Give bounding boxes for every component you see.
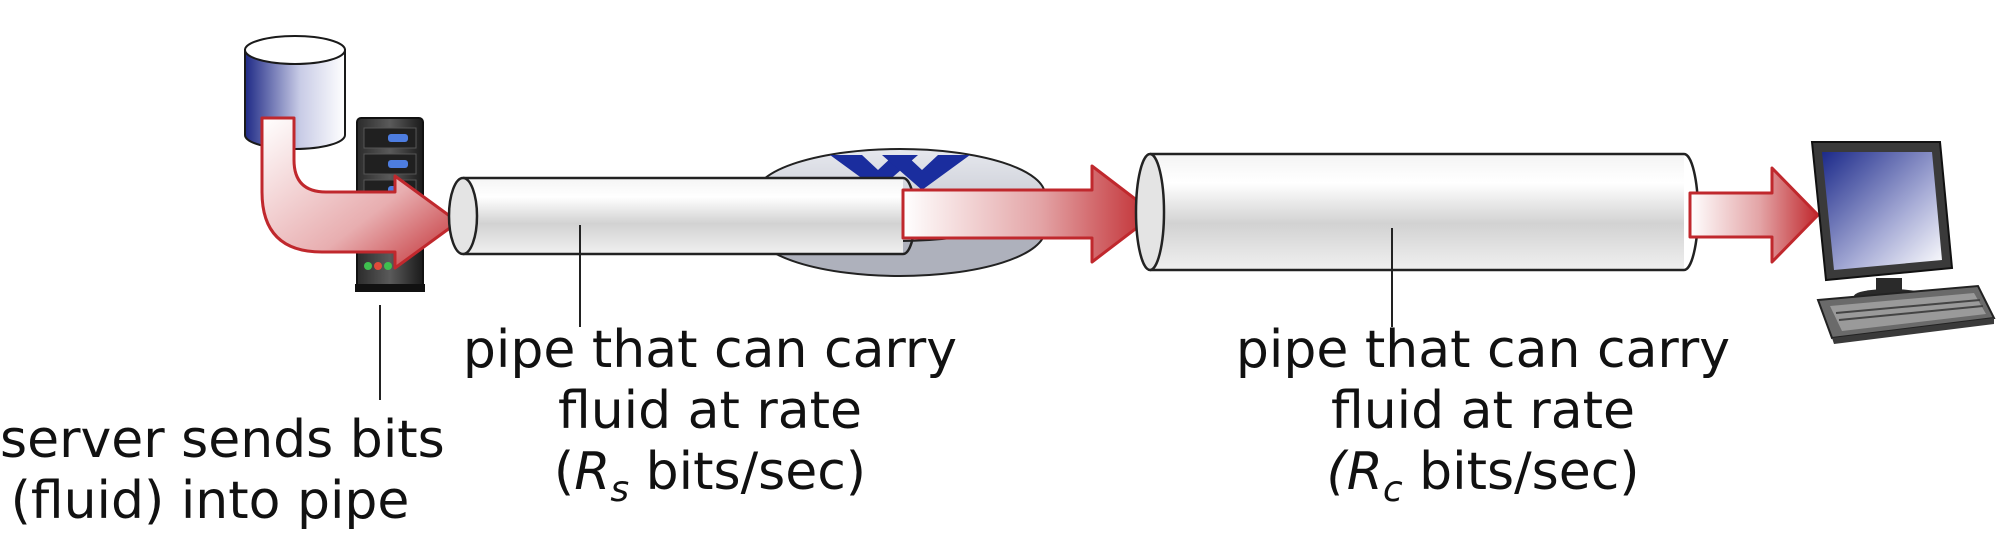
pipe-large-label-line1: pipe that can carry <box>1233 320 1733 381</box>
pipe-large-label-line2: fluid at rate <box>1233 381 1733 442</box>
server-label-line1: server sends bits <box>0 410 420 471</box>
pipe-small-label-line1: pipe that can carry <box>460 320 960 381</box>
rate-symbol-rc: R <box>1347 442 1383 502</box>
pipe-small-label-line2: fluid at rate <box>460 381 960 442</box>
pipe-large-label: pipe that can carry fluid at rate (Rc bi… <box>1233 320 1733 520</box>
server-label-line2: (fluid) into pipe <box>0 471 420 532</box>
pipe-large-rate: (Rc bits/sec) <box>1233 442 1733 520</box>
pipe-small <box>449 178 915 254</box>
flow-arrow-out <box>1690 168 1818 262</box>
rate-symbol-rs: R <box>574 442 610 502</box>
pipe-small-label: pipe that can carry fluid at rate (Rs bi… <box>460 320 960 520</box>
pipe-large <box>1136 154 1698 270</box>
pipe-small-rate: (Rs bits/sec) <box>460 442 960 520</box>
desktop-computer-icon <box>1812 142 1994 344</box>
server-label: server sends bits (fluid) into pipe <box>0 410 420 532</box>
